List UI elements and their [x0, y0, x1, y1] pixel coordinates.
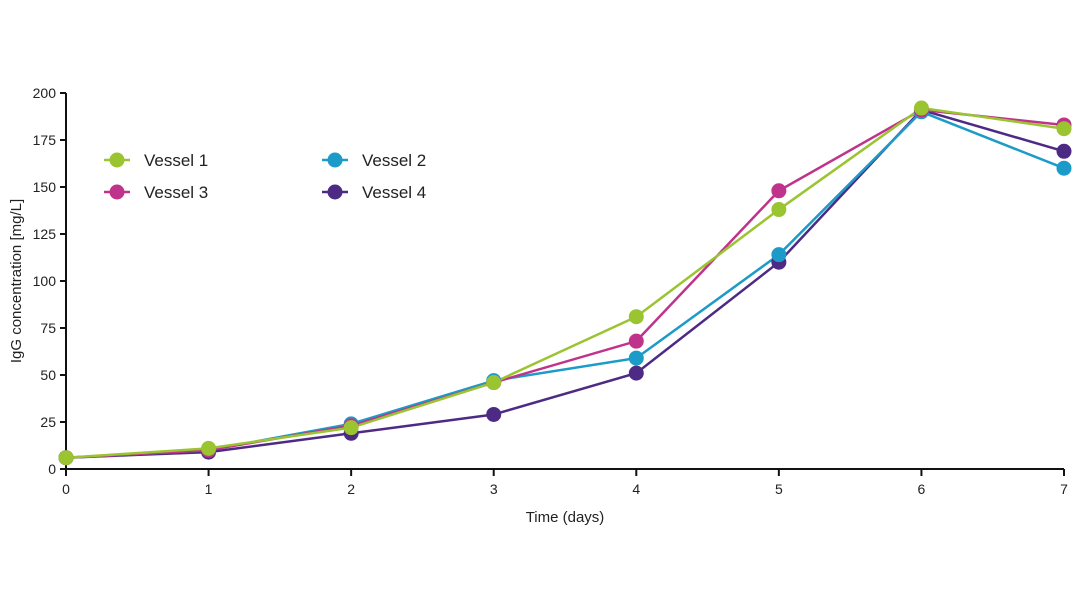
y-ticks: 0 25 50 75 100 125 150 175 200	[33, 85, 66, 477]
data-point-vessel-4	[486, 406, 502, 422]
x-tick-label: 3	[490, 481, 498, 497]
data-point-vessel-4	[628, 365, 644, 381]
legend-item-vessel-3: Vessel 3	[104, 183, 208, 202]
data-point-vessel-1	[1056, 121, 1072, 137]
series-line-vessel-3	[65, 108, 1065, 459]
y-tick-label: 200	[33, 85, 57, 101]
x-tick-label: 5	[775, 481, 783, 497]
y-tick-label: 175	[33, 132, 57, 148]
legend-item-vessel-2: Vessel 2	[322, 151, 426, 170]
legend-label: Vessel 2	[362, 151, 426, 170]
data-point-vessel-1	[58, 450, 74, 466]
y-tick-label: 125	[33, 226, 57, 242]
legend-label: Vessel 1	[144, 151, 208, 170]
data-point-vessel-1	[913, 100, 929, 116]
y-tick-label: 0	[48, 461, 56, 477]
x-tick-label: 4	[632, 481, 640, 497]
y-tick-label: 100	[33, 273, 57, 289]
y-tick-label: 25	[40, 414, 56, 430]
legend: Vessel 1 Vessel 2 Vessel 3 Vessel 4	[104, 151, 426, 202]
data-point-vessel-1	[201, 440, 217, 456]
x-tick-label: 0	[62, 481, 70, 497]
series-line-vessel-4	[65, 108, 1065, 459]
x-tick-label: 6	[918, 481, 926, 497]
points-layer	[58, 100, 1072, 466]
data-point-vessel-3	[771, 183, 787, 199]
y-axis-title: IgG concentration [mg/L]	[8, 199, 25, 363]
legend-label: Vessel 4	[362, 183, 426, 202]
data-point-vessel-1	[486, 375, 502, 391]
data-point-vessel-2	[771, 247, 787, 263]
legend-swatch-marker	[109, 152, 125, 168]
data-point-vessel-3	[628, 333, 644, 349]
legend-swatch-marker	[109, 184, 125, 200]
y-tick-label: 50	[40, 367, 56, 383]
legend-swatch-marker	[327, 184, 343, 200]
x-tick-label: 7	[1060, 481, 1068, 497]
legend-item-vessel-1: Vessel 1	[104, 151, 208, 170]
data-point-vessel-1	[628, 309, 644, 325]
legend-item-vessel-4: Vessel 4	[322, 183, 426, 202]
series-line-vessel-2	[65, 110, 1065, 459]
legend-swatch-marker	[327, 152, 343, 168]
data-point-vessel-2	[628, 350, 644, 366]
series-line-vessel-1	[65, 106, 1065, 459]
legend-label: Vessel 3	[144, 183, 208, 202]
x-tick-label: 1	[205, 481, 213, 497]
data-point-vessel-2	[1056, 160, 1072, 176]
x-tick-label: 2	[347, 481, 355, 497]
x-ticks: 0 1 2 3 4 5 6 7	[62, 469, 1068, 497]
y-tick-label: 75	[40, 320, 56, 336]
data-point-vessel-1	[771, 202, 787, 218]
data-point-vessel-1	[343, 420, 359, 436]
x-axis-title: Time (days)	[526, 509, 605, 526]
series-layer	[65, 106, 1065, 459]
y-tick-label: 150	[33, 179, 57, 195]
axes-layer: 0 25 50 75 100 125 150 175 200 0 1 2 3 4 5 6 7 Time (da…	[8, 85, 1068, 526]
data-point-vessel-4	[1056, 143, 1072, 159]
